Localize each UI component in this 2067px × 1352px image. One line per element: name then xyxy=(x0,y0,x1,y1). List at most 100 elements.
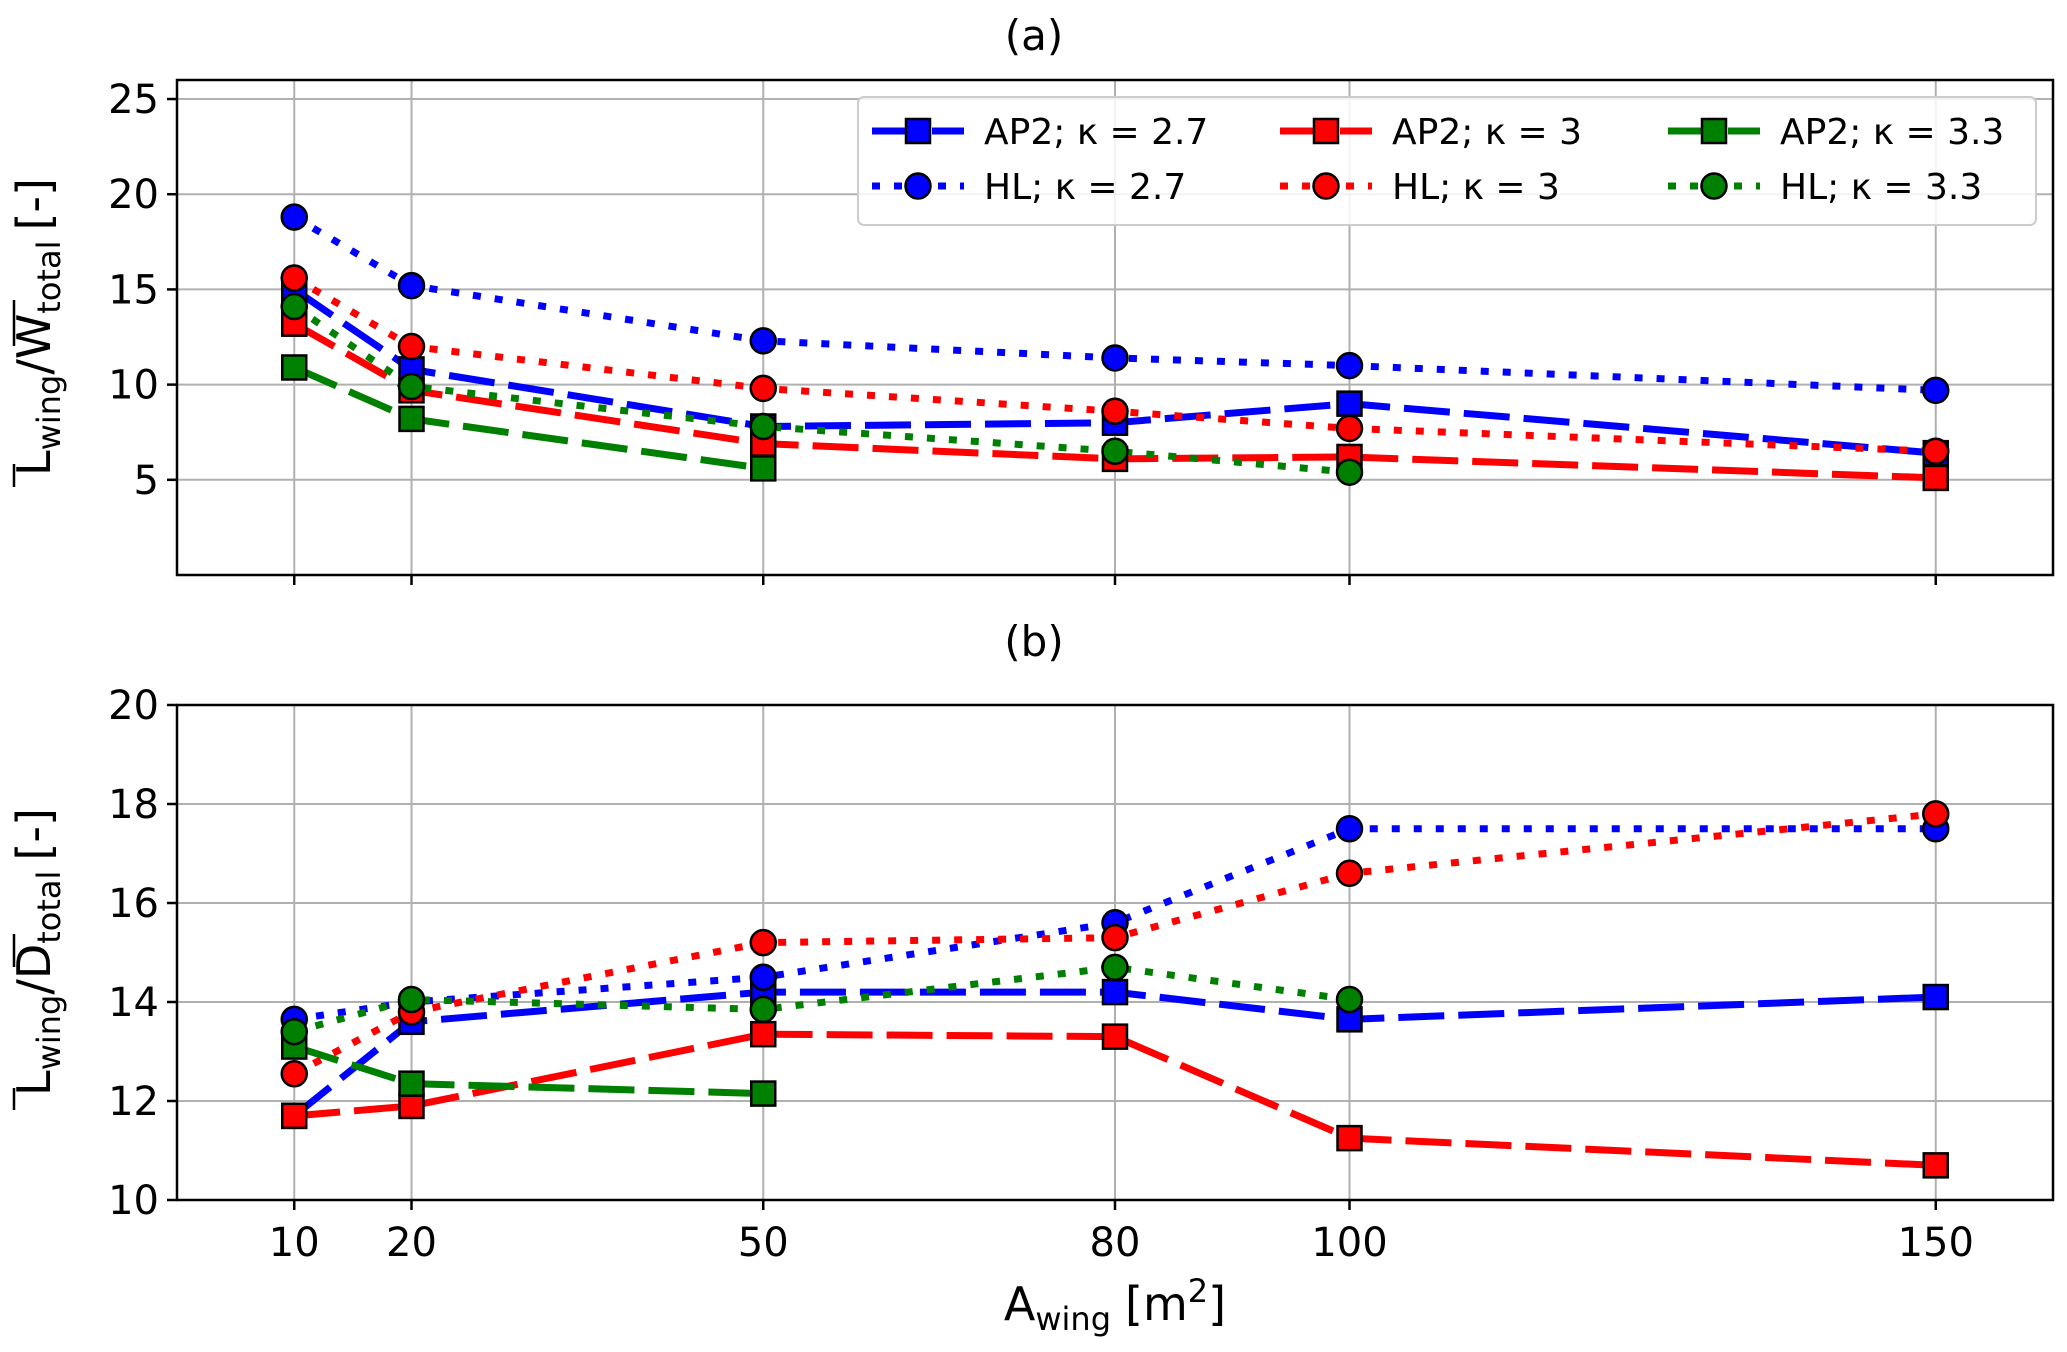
data-point-square xyxy=(1101,978,1129,1006)
data-point-circle xyxy=(397,985,426,1014)
data-point-circle xyxy=(749,995,777,1024)
series-line xyxy=(292,303,1350,476)
panel-b-grid xyxy=(177,704,2053,1201)
legend-label: AP2; κ = 2.7 xyxy=(984,112,1208,153)
series-line xyxy=(292,214,1936,394)
panel-b-y-label-denom: D xyxy=(7,944,61,979)
series-line xyxy=(292,810,1937,1077)
data-point-square xyxy=(398,1070,425,1097)
data-point-circle xyxy=(397,271,426,300)
x-axis-label-unit-open: [m xyxy=(1125,1277,1188,1331)
y-tick-label: 20 xyxy=(108,172,159,218)
data-point-circle xyxy=(1101,437,1129,465)
panel-b-x-ticks: 10 20 50 80 100 150 xyxy=(269,1200,1974,1266)
legend-marker-circle xyxy=(1700,172,1728,200)
legend-entry: HL; κ = 3.3 xyxy=(1668,167,1982,208)
data-point-circle xyxy=(397,332,426,361)
panel-a-x-ticks xyxy=(293,575,1937,585)
legend-entries: AP2; κ = 2.7 HL; κ = 2.7 AP2; κ = 3 HL; κ =… xyxy=(872,112,2004,208)
data-point-square xyxy=(750,455,777,482)
y-tick-label: 14 xyxy=(108,980,159,1026)
data-point-circle xyxy=(280,264,308,292)
panel-b-y-label-unit: [-] xyxy=(7,808,61,861)
legend-entry: AP2; κ = 2.7 xyxy=(872,112,1208,153)
legend: AP2; κ = 2.7 HL; κ = 2.7 AP2; κ = 3 HL; κ =… xyxy=(857,96,2037,226)
y-tick-label: 15 xyxy=(108,267,159,313)
x-tick-label: 80 xyxy=(1090,1220,1141,1266)
series-line xyxy=(293,963,1350,1036)
legend-marker-circle xyxy=(904,172,932,200)
series-ap2-2 xyxy=(281,354,777,482)
panel-b-y-label: Lwing/Dtotal [-] xyxy=(7,808,68,1096)
y-tick-label: 10 xyxy=(108,1178,159,1224)
data-point-circle xyxy=(1335,985,1364,1014)
x-axis-label-unit-sup: 2 xyxy=(1188,1272,1208,1310)
x-tick-label: 20 xyxy=(386,1220,437,1266)
legend-marker-circle xyxy=(1312,172,1340,200)
data-point-circle xyxy=(1101,923,1129,952)
data-point-circle xyxy=(280,1060,308,1088)
panel-a-y-label-denom: W xyxy=(7,314,61,359)
data-point-circle xyxy=(749,412,777,441)
data-point-circle xyxy=(280,1017,308,1046)
data-point-square xyxy=(1336,390,1363,417)
y-tick-label: 16 xyxy=(108,881,159,927)
data-point-circle xyxy=(1335,815,1364,843)
series-line xyxy=(293,1043,764,1098)
data-point-circle xyxy=(1101,953,1129,982)
data-point-circle xyxy=(397,372,426,401)
panel-a-series xyxy=(280,203,1950,492)
legend-label: HL; κ = 3 xyxy=(1392,167,1560,208)
series-line xyxy=(292,320,1936,482)
data-point-square xyxy=(1922,464,1949,492)
panel-a-y-label-unit: [-] xyxy=(7,178,61,231)
y-tick-label: 25 xyxy=(108,77,159,123)
data-point-circle xyxy=(1335,458,1364,486)
data-point-square xyxy=(398,405,425,433)
data-point-circle xyxy=(749,963,777,991)
panel-b-title: (b) xyxy=(1004,617,1063,666)
x-tick-label: 150 xyxy=(1898,1220,1974,1266)
panel-b-y-ticks: 10 12 14 16 18 20 xyxy=(108,683,177,1224)
data-point-circle xyxy=(749,327,777,355)
data-point-square xyxy=(1101,1023,1129,1050)
x-axis-label-main: A xyxy=(1004,1277,1036,1331)
legend-marker-square xyxy=(1700,117,1728,145)
legend-marker-square xyxy=(1312,117,1340,145)
panel-b-y-label-main: L xyxy=(7,1070,61,1096)
data-point-square xyxy=(750,1080,777,1107)
panel-a-y-label-denom-sub: total xyxy=(30,241,68,314)
series-line xyxy=(292,286,1937,457)
legend-label: AP2; κ = 3.3 xyxy=(1780,112,2004,153)
x-tick-label: 100 xyxy=(1311,1220,1387,1266)
data-point-circle xyxy=(1922,437,1950,465)
data-point-square xyxy=(1922,1152,1949,1179)
y-tick-label: 20 xyxy=(108,683,159,729)
y-tick-label: 10 xyxy=(108,363,159,409)
series-ap2-1 xyxy=(281,1020,1949,1179)
data-point-square xyxy=(398,1092,425,1120)
legend-label: HL; κ = 2.7 xyxy=(984,167,1186,208)
data-point-square xyxy=(1336,1124,1363,1152)
data-point-square xyxy=(281,354,308,381)
x-axis-label: Awing [m2] xyxy=(1004,1272,1226,1338)
panel-b-y-label-denom-sub: total xyxy=(30,871,68,944)
x-tick-label: 10 xyxy=(269,1220,320,1266)
series-hl-4 xyxy=(280,264,1950,465)
panel-a-y-label: Lwing/Wtotal [-] xyxy=(7,178,68,476)
series-hl-5 xyxy=(280,292,1364,486)
x-axis-label-sub: wing xyxy=(1035,1300,1111,1338)
y-tick-label: 5 xyxy=(134,458,159,504)
legend-entry: HL; κ = 2.7 xyxy=(872,167,1186,208)
panel-a-title: (a) xyxy=(1005,11,1064,60)
legend-entry: AP2; κ = 3 xyxy=(1280,112,1582,153)
data-point-square xyxy=(281,1102,308,1130)
data-point-square xyxy=(750,1020,777,1048)
data-point-circle xyxy=(1335,414,1364,443)
legend-label: AP2; κ = 3 xyxy=(1392,112,1582,153)
data-point-circle xyxy=(1335,859,1364,888)
data-point-circle xyxy=(1101,397,1129,426)
x-tick-label: 50 xyxy=(738,1220,789,1266)
panel-a-y-label-sep: / xyxy=(7,359,61,375)
